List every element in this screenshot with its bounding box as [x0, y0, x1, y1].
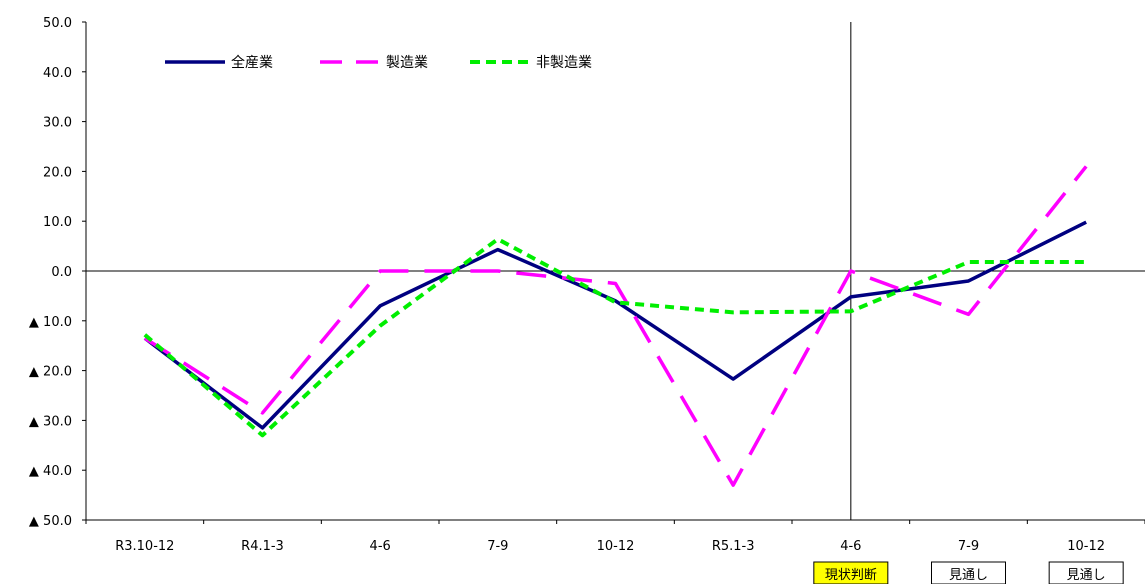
y-tick-label: 10.0 — [43, 215, 72, 230]
series-line-1 — [143, 220, 1087, 430]
x-tick-label: R5.1-3 — [712, 539, 755, 554]
period-badge — [813, 561, 889, 584]
y-tick-label: 30.0 — [43, 116, 72, 131]
legend-label: 非製造業 — [536, 55, 592, 71]
x-tick-label: 4-6 — [370, 539, 391, 554]
x-tick-label: 7-9 — [487, 539, 508, 554]
x-tick-label: R3.10-12 — [115, 539, 174, 554]
y-tick-label: 20.0 — [43, 165, 72, 180]
period-badge-label: 現状判断 — [825, 568, 877, 583]
y-tick-label: ▲ 10.0 — [29, 315, 72, 330]
x-tick-label: 10-12 — [597, 539, 635, 554]
series-line-2 — [143, 165, 1088, 487]
y-tick-label: 40.0 — [43, 66, 72, 81]
legend-label: 全産業 — [231, 54, 273, 71]
legend-label: 製造業 — [386, 55, 428, 71]
y-tick-label: ▲ 20.0 — [29, 365, 72, 380]
x-tick-label: 4-6 — [840, 539, 861, 554]
period-badge-label: 見通し — [949, 568, 988, 583]
x-tick-label: 7-9 — [958, 539, 979, 554]
period-badge — [1048, 561, 1124, 584]
x-tick-label: R4.1-3 — [241, 539, 284, 554]
y-tick-label: 50.0 — [43, 16, 72, 31]
period-badge-label: 見通し — [1067, 568, 1106, 583]
y-tick-label: ▲ 30.0 — [29, 414, 72, 429]
y-tick-label: ▲ 40.0 — [29, 464, 72, 479]
y-tick-label: ▲ 50.0 — [29, 514, 72, 529]
x-tick-label: 10-12 — [1067, 539, 1105, 554]
series-line-3 — [143, 237, 1087, 438]
period-badge — [931, 561, 1006, 584]
y-tick-label: 0.0 — [51, 265, 72, 280]
